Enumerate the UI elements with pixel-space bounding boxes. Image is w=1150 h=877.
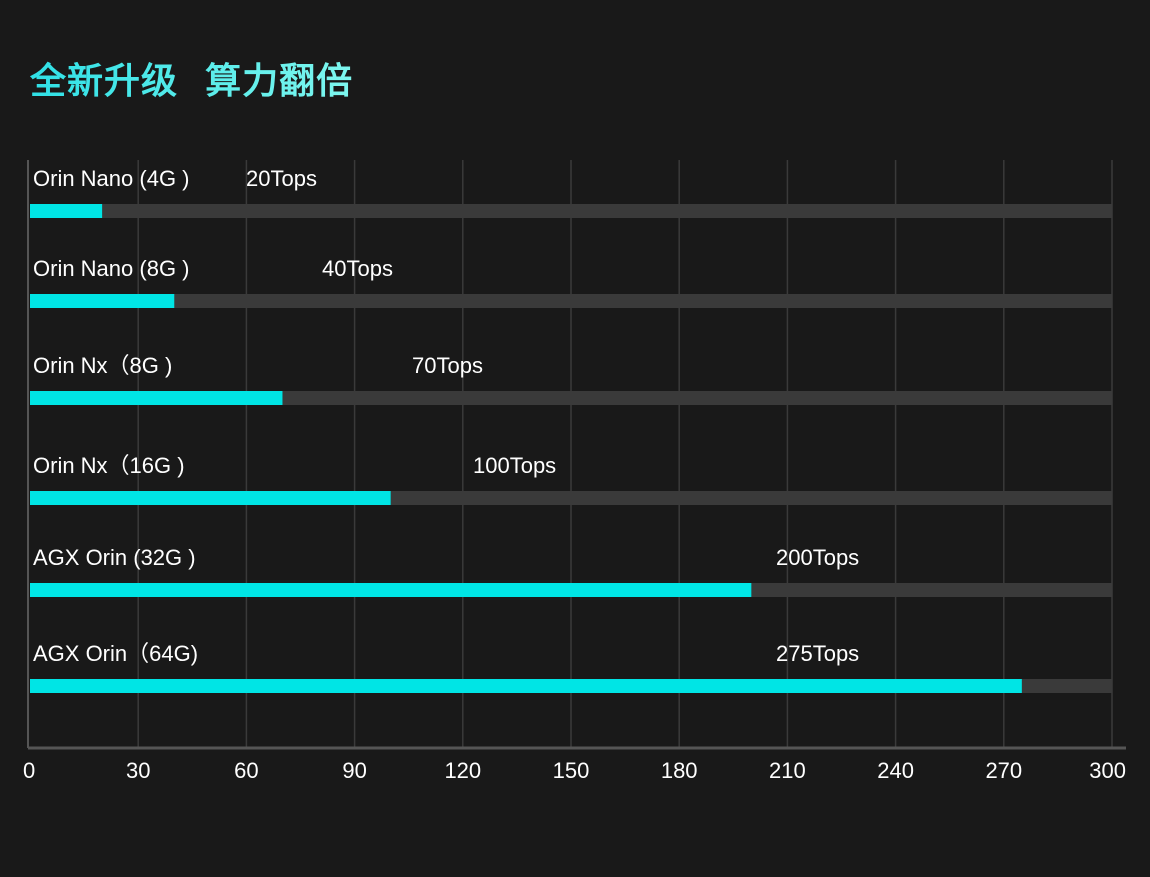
bar: [30, 679, 1022, 693]
x-tick-label: 210: [769, 758, 806, 783]
value-label: 70Tops: [412, 353, 483, 378]
value-label: 20Tops: [246, 166, 317, 191]
bar: [30, 204, 103, 218]
category-label: Orin Nano (4G ): [33, 166, 190, 191]
chart-title: 全新升级 算力翻倍: [30, 52, 353, 104]
x-tick-label: 270: [985, 758, 1022, 783]
value-label: 275Tops: [776, 641, 859, 666]
x-tick-label: 180: [661, 758, 698, 783]
x-tick-label: 60: [234, 758, 258, 783]
bar: [30, 491, 391, 505]
x-tick-label: 300: [1089, 758, 1126, 783]
x-tick-label: 240: [877, 758, 914, 783]
category-label: AGX Orin (32G ): [33, 545, 196, 570]
x-tick-label: 0: [23, 758, 35, 783]
bar-track: [30, 204, 1112, 218]
category-label: Orin Nano (8G ): [33, 256, 190, 281]
category-label: Orin Nx（8G ): [33, 353, 172, 378]
x-tick-label: 120: [444, 758, 481, 783]
bar-track: [30, 391, 1112, 405]
x-tick-label: 30: [126, 758, 150, 783]
bar-track: [30, 294, 1112, 308]
x-tick-label: 90: [342, 758, 366, 783]
bar: [30, 294, 175, 308]
value-label: 40Tops: [322, 256, 393, 281]
category-label: AGX Orin（64G): [33, 641, 198, 666]
value-label: 100Tops: [473, 453, 556, 478]
x-tick-label: 150: [553, 758, 590, 783]
category-label: Orin Nx（16G ): [33, 453, 185, 478]
bar: [30, 583, 752, 597]
value-label: 200Tops: [776, 545, 859, 570]
bar: [30, 391, 283, 405]
